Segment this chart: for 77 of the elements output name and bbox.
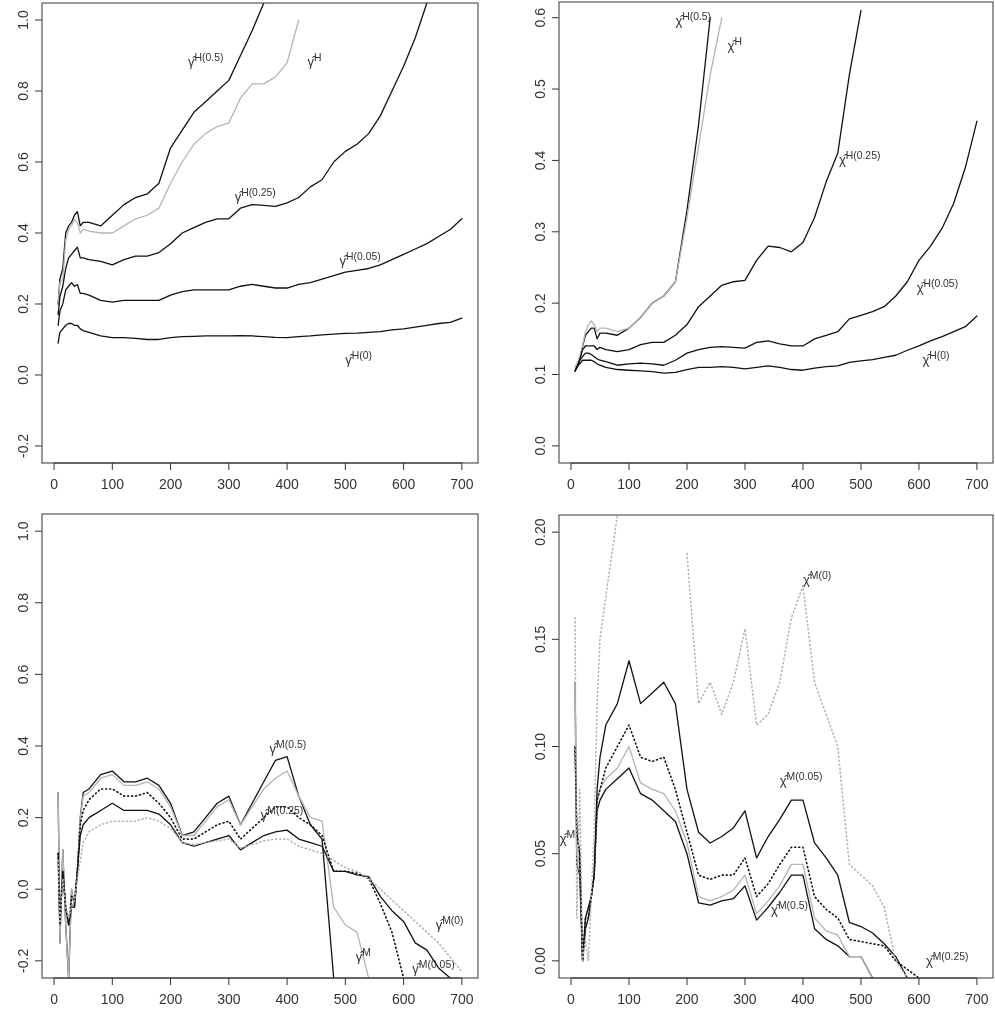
y-tick-label: 0.6 (15, 152, 31, 172)
y-tick-label: 0.0 (15, 365, 31, 385)
x-tick-label: 700 (450, 991, 474, 1007)
y-tick-label: 0.8 (15, 592, 31, 613)
x-tick-label: 300 (217, 991, 241, 1007)
x-tick-label: 500 (333, 991, 358, 1007)
y-tick-label: 0.5 (532, 79, 548, 99)
y-tick-label: 0.20 (532, 518, 548, 546)
x-tick-label: 200 (158, 991, 183, 1007)
x-tick-label: 300 (217, 476, 241, 492)
series-label: γ̂$^{M(0)}$ (435, 914, 464, 932)
x-tick-label: 0 (50, 476, 59, 492)
series-label: γ̂$^{H}$ (307, 51, 322, 70)
series-label: χ̂$^{M(0)}$ (802, 569, 832, 587)
x-tick-label: 500 (849, 991, 873, 1007)
series-label: γ̂$^{H(0.05)}$ (339, 250, 381, 268)
y-tick-label: 1.0 (15, 521, 31, 541)
x-tick-label: 400 (791, 991, 815, 1007)
y-tick-label: 1.0 (15, 10, 31, 30)
series-label: γ̂$^{H(0.25)}$ (234, 186, 276, 205)
y-tick-label: 0.2 (532, 293, 548, 313)
y-tick-label: 0.00 (532, 947, 548, 975)
y-tick-label: 0.4 (15, 736, 31, 756)
x-tick-label: 100 (100, 476, 125, 492)
x-tick-label: 0 (567, 476, 576, 492)
y-tick-label: 0.15 (532, 625, 548, 653)
x-tick-label: 700 (965, 476, 989, 492)
x-tick-label: 600 (907, 991, 931, 1007)
x-tick-label: 0 (50, 991, 59, 1007)
y-tick-label: 0.2 (15, 807, 31, 828)
series-label: χ̂$^{M(0.5)}$ (771, 899, 808, 917)
series-label: χ̂$^{H(0)}$ (922, 349, 950, 367)
x-tick-label: 700 (965, 991, 989, 1007)
series-label: γ̂$^{M(0.25)}$ (260, 804, 304, 823)
series-label: γ̂$^{M(0.5)}$ (269, 738, 307, 757)
y-tick-label: 0.4 (15, 223, 31, 243)
y-tick-label: 0.4 (532, 150, 548, 171)
x-tick-label: 600 (391, 991, 416, 1007)
series-label: χ̂$^{M}$ (559, 828, 576, 846)
y-tick-label: 0.1 (532, 364, 548, 385)
x-tick-label: 500 (849, 476, 873, 492)
y-tick-label: 0.8 (15, 81, 31, 101)
series-label: γ̂$^{H(0.5)}$ (188, 51, 224, 70)
y-tick-label: 0.2 (15, 294, 31, 314)
y-tick-label: 0.10 (532, 732, 548, 761)
y-tick-label: -0.2 (15, 433, 31, 459)
y-tick-label: -0.2 (15, 948, 31, 973)
x-tick-label: 300 (733, 476, 757, 492)
x-tick-label: 100 (617, 476, 641, 492)
x-tick-label: 400 (275, 476, 299, 492)
series-label: χ̂$^{H}$ (727, 35, 742, 53)
x-tick-label: 500 (333, 476, 358, 492)
series-label: χ̂$^{H(0.5)}$ (675, 10, 712, 28)
series-label: χ̂$^{H(0.25)}$ (838, 149, 881, 167)
x-tick-label: 100 (617, 991, 641, 1007)
x-tick-label: 300 (733, 991, 757, 1007)
x-tick-label: 200 (675, 476, 699, 492)
x-tick-label: 100 (100, 991, 125, 1007)
x-tick-label: 400 (275, 991, 299, 1007)
y-tick-label: 0.05 (532, 839, 548, 868)
x-tick-label: 200 (675, 991, 699, 1007)
y-tick-label: 0.0 (15, 879, 31, 899)
series-label: γ̂$^{M}$ (355, 946, 371, 964)
series-label: χ̂$^{M(0.05)}$ (779, 770, 823, 789)
y-tick-label: 0.6 (532, 7, 548, 28)
y-tick-label: 0.0 (532, 435, 548, 456)
y-tick-label: 0.6 (15, 664, 31, 685)
series-label: χ̂$^{M(0.25)}$ (925, 950, 969, 969)
x-tick-label: 600 (907, 476, 931, 492)
x-tick-label: 400 (791, 476, 815, 492)
x-tick-label: 700 (450, 476, 474, 492)
y-tick-label: 0.3 (532, 221, 548, 242)
series-label: χ̂$^{H(0.05)}$ (916, 277, 959, 296)
x-tick-label: 200 (158, 476, 183, 492)
x-tick-label: 600 (391, 476, 416, 492)
x-tick-label: 0 (567, 991, 576, 1007)
series-label: γ̂$^{H(0)}$ (345, 349, 373, 368)
